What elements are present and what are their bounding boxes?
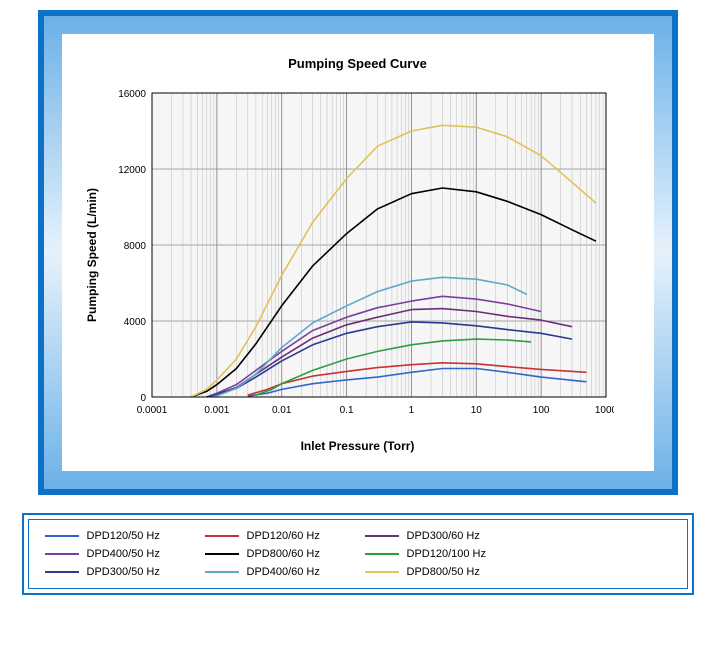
legend-item: DPD120/60 Hz [205,530,355,542]
svg-text:1: 1 [408,405,414,416]
svg-text:10: 10 [470,405,482,416]
chart-title: Pumping Speed Curve [80,56,636,71]
svg-text:4000: 4000 [123,317,146,328]
legend: DPD120/50 Hz DPD120/60 Hz DPD300/60 Hz DPD4… [22,513,694,595]
legend-item: DPD400/60 Hz [205,566,355,578]
legend-item: DPD120/50 Hz [45,530,195,542]
legend-item: DPD120/100 Hz [365,548,515,560]
chart-plot: 0 4000 8000 12000 16000 0.0001 0.001 0.01 0.1 1 10… [104,85,614,425]
legend-item: DPD800/60 Hz [205,548,355,560]
svg-text:0.001: 0.001 [204,405,229,416]
svg-text:0.1: 0.1 [339,405,353,416]
svg-text:12000: 12000 [118,165,146,176]
svg-text:16000: 16000 [118,89,146,100]
x-axis-label: Inlet Pressure (Torr) [80,439,636,453]
legend-item: DPD300/60 Hz [365,530,515,542]
svg-text:0.0001: 0.0001 [136,405,167,416]
svg-text:100: 100 [532,405,549,416]
chart-frame: Pumping Speed Curve Pumping Speed (L/min… [38,10,678,495]
legend-item: DPD400/50 Hz [45,548,195,560]
y-axis-label: Pumping Speed (L/min) [80,85,104,425]
svg-text:1000: 1000 [594,405,613,416]
svg-text:8000: 8000 [123,241,146,252]
svg-text:0: 0 [140,393,146,404]
svg-text:0.01: 0.01 [271,405,291,416]
legend-item: DPD300/50 Hz [45,566,195,578]
legend-item: DPD800/50 Hz [365,566,515,578]
